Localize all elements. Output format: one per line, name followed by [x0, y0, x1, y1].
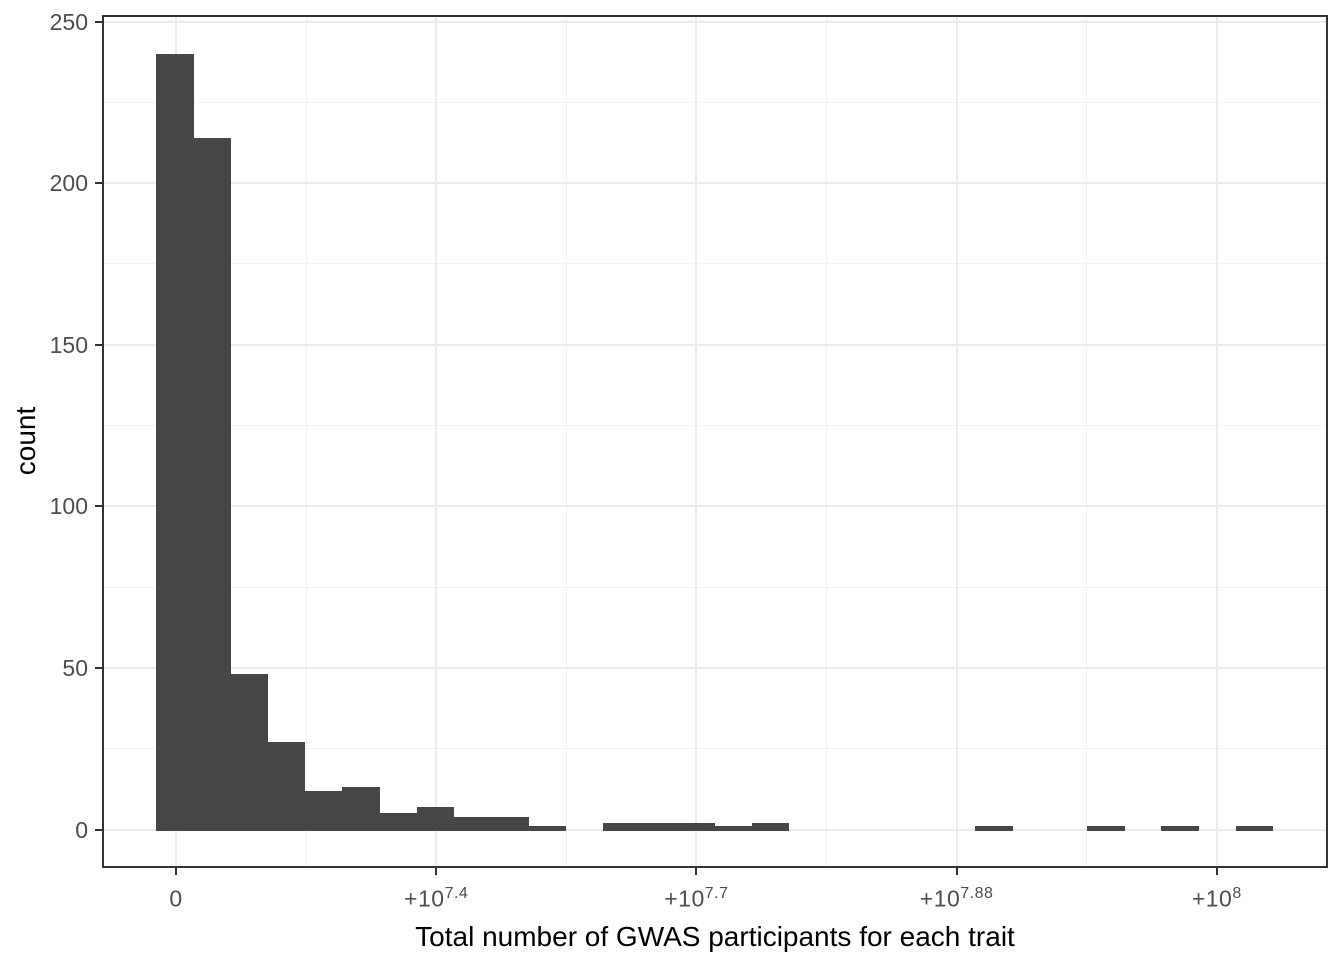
x-axis-title: Total number of GWAS participants for ea… [415, 921, 1015, 952]
y-axis-tick [95, 666, 102, 669]
grid-major-x [695, 15, 698, 868]
histogram-bar [453, 816, 492, 832]
x-axis-tick [435, 868, 438, 875]
x-tick-label: 0 [91, 879, 261, 914]
histogram-bar [342, 787, 380, 832]
x-tick-label-base: 0 [169, 885, 183, 912]
grid-minor-y [102, 586, 1328, 588]
histogram-bar [267, 742, 306, 832]
grid-minor-x [565, 15, 567, 868]
panel-border [102, 15, 1328, 868]
histogram-bar [640, 823, 678, 832]
x-tick-label-exponent: 8 [1232, 885, 1242, 902]
x-tick-label-base: +10 [1191, 885, 1233, 912]
histogram-bar [379, 813, 418, 832]
y-tick-label: 0 [75, 816, 88, 843]
grid-minor-y [102, 263, 1328, 265]
histogram-bar [751, 823, 790, 832]
histogram-bar [193, 137, 231, 832]
x-axis-tick [955, 868, 958, 875]
histogram-bar [416, 806, 455, 832]
x-tick-label-exponent: 7.4 [444, 885, 469, 902]
grid-major-x [435, 15, 438, 868]
grid-major-y [102, 505, 1328, 508]
histogram-bar [305, 790, 343, 832]
x-tick-label-base: +10 [404, 885, 445, 912]
grid-major-y [102, 343, 1328, 346]
histogram-bar [156, 53, 194, 832]
y-axis-tick [95, 182, 102, 185]
histogram-bar [975, 826, 1013, 832]
grid-major-x [1215, 15, 1218, 868]
grid-minor-x [826, 15, 827, 868]
x-axis-tick [1215, 868, 1218, 875]
y-tick-label: 100 [49, 493, 88, 520]
x-tick-label: +107.7 [611, 879, 781, 914]
grid-minor-x [305, 15, 307, 868]
histogram-bar [1086, 826, 1125, 832]
histogram-bar [230, 674, 269, 832]
x-tick-label-exponent: 7.88 [960, 885, 994, 902]
x-tick-label-base: +10 [919, 885, 961, 912]
x-axis-tick [175, 868, 177, 875]
histogram-bar [602, 823, 641, 832]
grid-minor-y [102, 748, 1328, 750]
grid-major-y [102, 20, 1328, 23]
x-tick-label-exponent: 7.7 [704, 885, 729, 902]
grid-minor-y [102, 101, 1328, 103]
y-tick-label: 200 [49, 170, 88, 197]
histogram-bar [491, 816, 529, 832]
grid-major-y [102, 666, 1328, 669]
histogram-bar [714, 826, 753, 832]
x-tick-label: +108 [1132, 879, 1302, 914]
x-tick-label: +107.4 [351, 879, 521, 914]
y-axis-tick [95, 20, 102, 23]
y-tick-label: 150 [49, 331, 88, 358]
histogram-bar [1235, 826, 1274, 832]
histogram-bar [528, 826, 567, 832]
y-tick-label: 250 [49, 8, 88, 35]
grid-minor-y [102, 425, 1328, 426]
x-tick-label-base: +10 [664, 885, 705, 912]
grid-major-y [102, 182, 1328, 185]
y-axis-tick [95, 343, 102, 346]
y-axis-title: count [10, 406, 41, 476]
grid-major-x [955, 15, 958, 868]
grid-minor-x [1086, 15, 1088, 868]
x-tick-label: +107.88 [872, 879, 1042, 914]
plot-panel [102, 15, 1328, 868]
y-axis-tick [95, 828, 102, 831]
histogram-bar [677, 823, 715, 832]
x-axis-tick [695, 868, 698, 875]
histogram-bar [1161, 826, 1200, 832]
y-tick-label: 50 [62, 654, 88, 681]
y-axis-tick [95, 505, 102, 508]
